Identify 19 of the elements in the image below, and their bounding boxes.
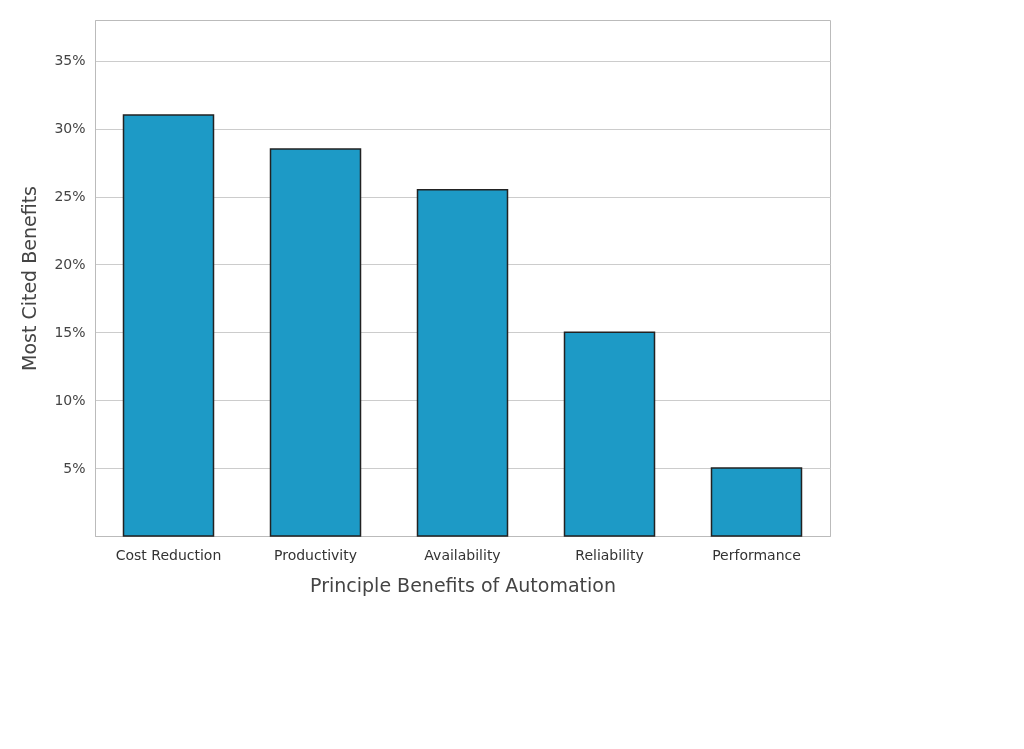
- y-tick-label: 15%: [54, 323, 86, 340]
- y-axis-title: Most Cited Benefits: [18, 186, 41, 371]
- bar: [563, 331, 656, 537]
- bar: [269, 148, 362, 537]
- x-tick-label: Availability: [424, 546, 501, 563]
- y-tick-label: 35%: [54, 52, 86, 69]
- y-tick-label: 5%: [63, 459, 86, 476]
- y-tick-label: 10%: [54, 391, 86, 408]
- x-tick-label: Performance: [712, 546, 801, 563]
- bar: [710, 467, 803, 537]
- bar: [122, 114, 215, 537]
- bar: [416, 188, 509, 537]
- y-tick-label: 30%: [54, 120, 86, 137]
- y-tick-label: 25%: [54, 188, 86, 205]
- x-tick-label: Productivity: [274, 546, 357, 563]
- x-tick-label: Cost Reduction: [115, 546, 222, 563]
- x-tick-label: Reliability: [575, 546, 644, 563]
- y-tick-label: 20%: [54, 255, 86, 272]
- x-axis-title: Principle Benefits of Automation: [310, 573, 616, 596]
